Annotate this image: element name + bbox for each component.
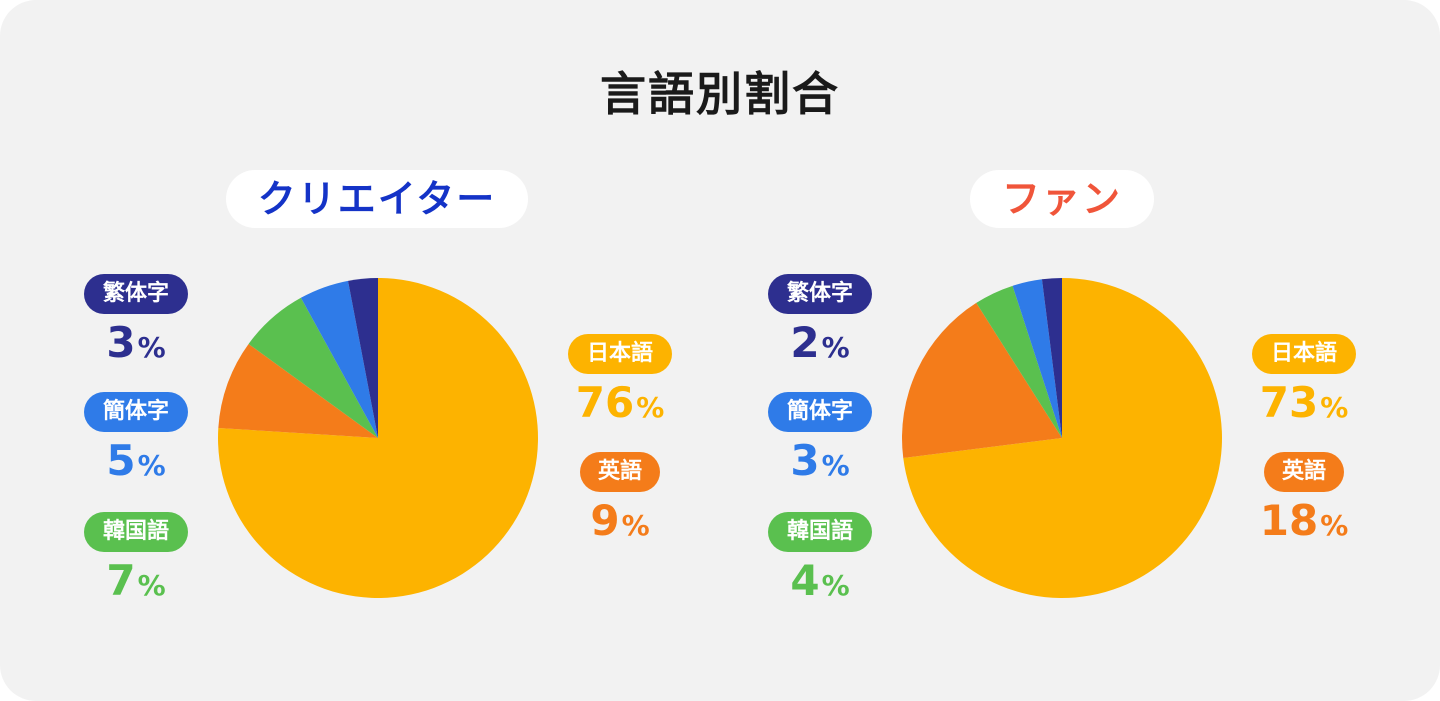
creator-pct-korean-value: 7 (106, 556, 136, 605)
fan-pct-japanese-value: 73 (1259, 378, 1319, 427)
fan-pct-english: 18% (1244, 496, 1364, 545)
fan-pct-traditional-unit: % (821, 331, 850, 364)
creator-badge-traditional: 繁体字 (84, 274, 188, 314)
creator-slice-japanese (218, 278, 539, 598)
fan-pct-simplified-unit: % (821, 449, 850, 482)
fan-slice-english (901, 302, 1062, 459)
fan-slice-simplified (1012, 279, 1062, 438)
creator-pct-traditional-unit: % (137, 331, 166, 364)
creator-slice-korean (248, 297, 378, 438)
fan-pct-japanese: 73% (1244, 378, 1364, 427)
fan-pct-english-unit: % (1320, 509, 1349, 542)
creator-badge-simplified: 簡体字 (84, 392, 188, 432)
fan-badge-simplified: 簡体字 (768, 392, 872, 432)
creator-badge-korean: 韓国語 (84, 512, 188, 552)
creator-pie-chart (218, 278, 539, 598)
fan-badge-korean: 韓国語 (768, 512, 872, 552)
fan-pct-korean: 4% (768, 556, 872, 605)
fan-pct-korean-unit: % (821, 569, 850, 602)
creator-pct-korean: 7% (84, 556, 188, 605)
creator-pct-traditional: 3% (84, 318, 188, 367)
creator-pct-simplified: 5% (84, 436, 188, 485)
fan-pct-korean-value: 4 (790, 556, 820, 605)
fan-slice-japanese (903, 278, 1222, 598)
fan-slice-korean (976, 285, 1062, 438)
creator-pct-simplified-value: 5 (106, 436, 136, 485)
creator-slice-simplified (300, 280, 378, 438)
fan-pct-traditional-value: 2 (790, 318, 820, 367)
fan-pct-simplified-value: 3 (790, 436, 820, 485)
creator-pct-english-value: 9 (590, 496, 620, 545)
fan-badge-english: 英語 (1264, 452, 1344, 492)
creator-badge-japanese: 日本語 (568, 334, 672, 374)
creator-pct-english-unit: % (621, 509, 650, 542)
creator-slice-english (218, 343, 378, 438)
creator-pct-traditional-value: 3 (106, 318, 136, 367)
fan-pie-chart (901, 278, 1222, 598)
creator-pct-korean-unit: % (137, 569, 166, 602)
fan-pct-traditional: 2% (768, 318, 872, 367)
chart-title: 言語別割合 (600, 67, 840, 121)
creator-pct-simplified-unit: % (137, 449, 166, 482)
creator-badge-english: 英語 (580, 452, 660, 492)
fan-slice-traditional (1041, 278, 1062, 438)
creator-panel-label: クリエイター (226, 170, 528, 228)
fan-panel-label: ファン (970, 170, 1154, 228)
creator-pct-japanese-unit: % (636, 391, 665, 424)
creator-pct-japanese: 76% (560, 378, 680, 427)
fan-pct-english-value: 18 (1259, 496, 1319, 545)
fan-badge-japanese: 日本語 (1252, 334, 1356, 374)
fan-pct-simplified: 3% (768, 436, 872, 485)
creator-pct-english: 9% (560, 496, 680, 545)
creator-slice-traditional (348, 278, 378, 438)
creator-pct-japanese-value: 76 (575, 378, 635, 427)
fan-pct-japanese-unit: % (1320, 391, 1349, 424)
fan-badge-traditional: 繁体字 (768, 274, 872, 314)
